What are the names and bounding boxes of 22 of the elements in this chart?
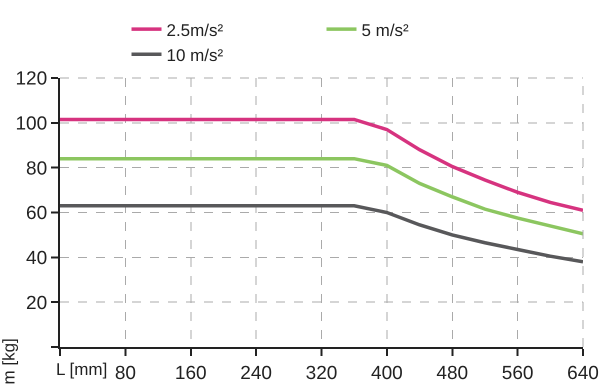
y-axis-title: m [kg] bbox=[0, 338, 18, 384]
y-tick-label: 100 bbox=[15, 113, 48, 134]
y-tick-label: 80 bbox=[26, 158, 48, 180]
line-series bbox=[60, 118, 583, 212]
x-tick-label: 80 bbox=[114, 362, 136, 384]
x-tick-label: 480 bbox=[436, 362, 468, 384]
y-tick-label: 60 bbox=[26, 203, 48, 224]
legend-label: 10 m/s² bbox=[166, 46, 224, 65]
x-axis-title: L [mm] bbox=[56, 360, 108, 379]
x-tick-label: 560 bbox=[502, 362, 534, 384]
x-tick-label: 400 bbox=[371, 362, 403, 384]
legend-label: 5 m/s² bbox=[362, 20, 410, 40]
line-series bbox=[60, 204, 583, 264]
x-tick-label: 240 bbox=[240, 362, 272, 384]
x-tick-label: 320 bbox=[306, 362, 338, 384]
y-tick-label: 120 bbox=[15, 68, 48, 90]
y-tick-label: 40 bbox=[26, 248, 48, 269]
line-series bbox=[60, 156, 583, 236]
legend-label: 2.5m/s² bbox=[166, 20, 224, 40]
x-tick-label: 640 bbox=[567, 362, 599, 384]
y-tick-label: 20 bbox=[26, 292, 48, 314]
x-tick-label: 160 bbox=[174, 362, 207, 384]
